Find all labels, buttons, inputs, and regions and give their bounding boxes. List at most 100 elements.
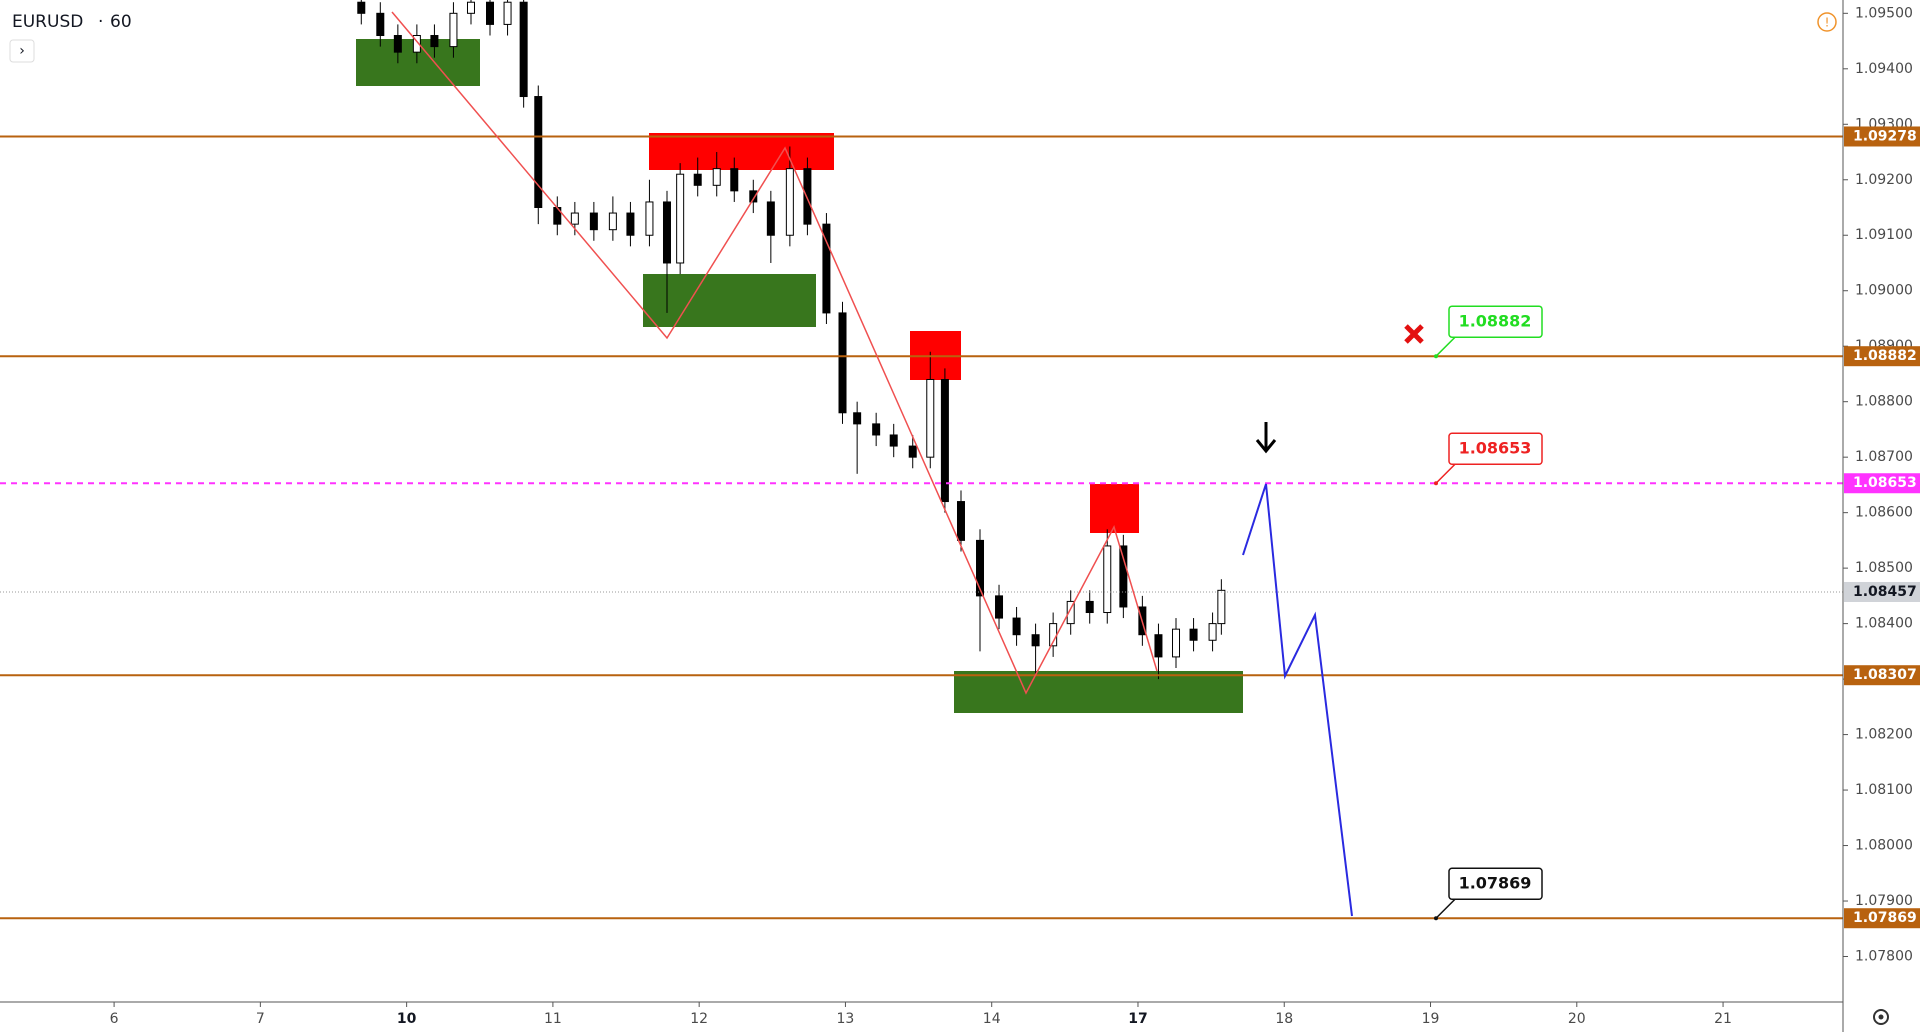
demand-zone [954, 671, 1243, 713]
x-tick-label: 17 [1128, 1011, 1147, 1027]
y-tick-label: 1.09100 [1855, 227, 1913, 243]
callout-anchor [1434, 481, 1438, 486]
level-label: 1.07869 [1853, 910, 1917, 926]
level-label-box [1844, 126, 1920, 147]
callout-box [1448, 432, 1543, 465]
callouts: 1.08882 1.08653 1.07869 [1434, 305, 1543, 921]
candle-body [766, 201, 775, 236]
callout-anchor [1434, 916, 1438, 921]
y-tick-label: 1.09400 [1855, 61, 1913, 77]
candle-body [1208, 623, 1217, 641]
y-tick-label: 1.08600 [1855, 505, 1913, 521]
candle-body [1103, 545, 1112, 614]
candle-body [1172, 628, 1181, 658]
x-tick-label: 19 [1422, 1011, 1440, 1027]
level-label-box [1844, 665, 1920, 686]
candle-body [608, 212, 617, 231]
x-tick-label: 6 [110, 1011, 119, 1027]
last-price-label: 1.08457 [1853, 584, 1917, 600]
warning-icon[interactable] [1817, 12, 1837, 32]
candle-body [712, 168, 721, 186]
candles [357, 0, 1226, 680]
supply-zone [649, 133, 834, 170]
candle-body [1154, 634, 1163, 658]
x-tick-label: 21 [1714, 1011, 1732, 1027]
candle-body [872, 423, 881, 436]
y-tick-label: 1.08200 [1855, 727, 1913, 743]
x-tick-label: 11 [544, 1011, 562, 1027]
price-axis: 1.095001.094001.093001.092001.091001.090… [1843, 5, 1920, 965]
interval: 60 [110, 12, 132, 32]
level-label-box [1844, 908, 1920, 929]
callout-box [1448, 305, 1543, 338]
level-label: 1.08653 [1853, 475, 1917, 491]
x-tick-label: 12 [690, 1011, 708, 1027]
level-label: 1.09278 [1853, 128, 1917, 144]
levels [0, 135, 1843, 920]
callout-label: 1.08882 [1459, 312, 1532, 331]
gear-center[interactable] [1878, 1014, 1884, 1020]
demand-zone [643, 274, 816, 327]
level-label-box [1844, 346, 1920, 367]
zigzag [391, 11, 1158, 695]
callout-anchor [1434, 354, 1438, 359]
candle-body [1119, 545, 1128, 608]
candle-body [376, 12, 385, 37]
y-tick-label: 1.08400 [1855, 616, 1913, 632]
candle-body [1031, 634, 1040, 647]
candle-body [822, 223, 831, 314]
callout-label: 1.08653 [1459, 439, 1532, 458]
y-tick-label: 1.09200 [1855, 172, 1913, 188]
candle-body [449, 12, 458, 48]
warning-mark[interactable]: ! [1825, 16, 1830, 30]
candle-body [1217, 589, 1226, 625]
projection [1242, 483, 1353, 917]
y-tick-label: 1.08700 [1855, 449, 1913, 465]
candle-body [412, 35, 421, 53]
y-tick-label: 1.08100 [1855, 782, 1913, 798]
candle-body [940, 378, 949, 503]
x-tick-label: 13 [837, 1011, 855, 1027]
level-label-box [1844, 473, 1920, 494]
settings-icon[interactable] [1873, 1009, 1889, 1025]
candle-body [908, 445, 917, 458]
candle-body [956, 501, 965, 541]
level-label: 1.08882 [1853, 348, 1917, 364]
arrow-head [1255, 439, 1277, 454]
candle-body [486, 1, 495, 25]
candle-body [357, 1, 366, 14]
cross-mark [1404, 324, 1424, 344]
candle-body [534, 96, 543, 209]
y-tick-label: 1.08000 [1855, 838, 1913, 854]
candle-body [1189, 628, 1198, 641]
x-tick-label: 18 [1275, 1011, 1293, 1027]
candle-body [645, 201, 654, 236]
x-tick-label: 10 [397, 1011, 417, 1027]
x-tick-label: 20 [1568, 1011, 1586, 1027]
candle-body [1085, 600, 1094, 614]
gear[interactable] [1873, 1009, 1889, 1025]
callout-box [1448, 867, 1543, 900]
candle-body [803, 168, 812, 225]
expand-icon[interactable]: › [19, 43, 25, 59]
candle-body [430, 35, 439, 48]
candle-body [519, 1, 528, 98]
candle-body [853, 412, 862, 425]
expand-button[interactable] [9, 39, 35, 63]
supply-zone [1090, 484, 1139, 533]
candle-body [838, 312, 847, 414]
candle-body [1012, 617, 1021, 636]
down-arrow [1255, 422, 1277, 454]
y-tick-label: 1.08800 [1855, 394, 1913, 410]
candle-body [570, 212, 579, 225]
callout-label: 1.07869 [1459, 874, 1532, 893]
candle-body [466, 1, 475, 14]
y-tick-label: 1.07800 [1855, 949, 1913, 965]
candle-body [626, 212, 635, 236]
x-tick-label: 7 [256, 1011, 265, 1027]
candle-body [976, 539, 985, 597]
candle-body [749, 190, 758, 203]
last-price-box [1844, 581, 1920, 602]
